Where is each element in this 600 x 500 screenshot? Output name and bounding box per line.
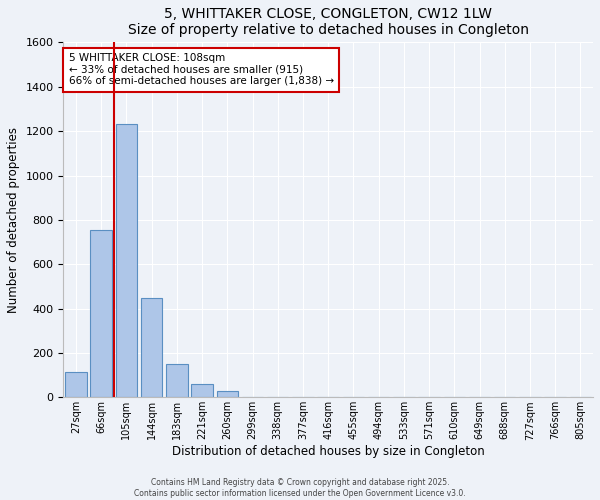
Bar bbox=[91, 230, 112, 397]
Bar bbox=[141, 298, 163, 397]
Title: 5, WHITTAKER CLOSE, CONGLETON, CW12 1LW
Size of property relative to detached ho: 5, WHITTAKER CLOSE, CONGLETON, CW12 1LW … bbox=[128, 7, 529, 37]
Y-axis label: Number of detached properties: Number of detached properties bbox=[7, 127, 20, 313]
Bar bbox=[116, 124, 137, 397]
Text: Contains HM Land Registry data © Crown copyright and database right 2025.
Contai: Contains HM Land Registry data © Crown c… bbox=[134, 478, 466, 498]
Bar bbox=[217, 390, 238, 397]
Bar bbox=[191, 384, 213, 397]
Bar bbox=[166, 364, 188, 397]
Bar bbox=[65, 372, 86, 397]
Text: 5 WHITTAKER CLOSE: 108sqm
← 33% of detached houses are smaller (915)
66% of semi: 5 WHITTAKER CLOSE: 108sqm ← 33% of detac… bbox=[68, 53, 334, 86]
X-axis label: Distribution of detached houses by size in Congleton: Distribution of detached houses by size … bbox=[172, 445, 485, 458]
